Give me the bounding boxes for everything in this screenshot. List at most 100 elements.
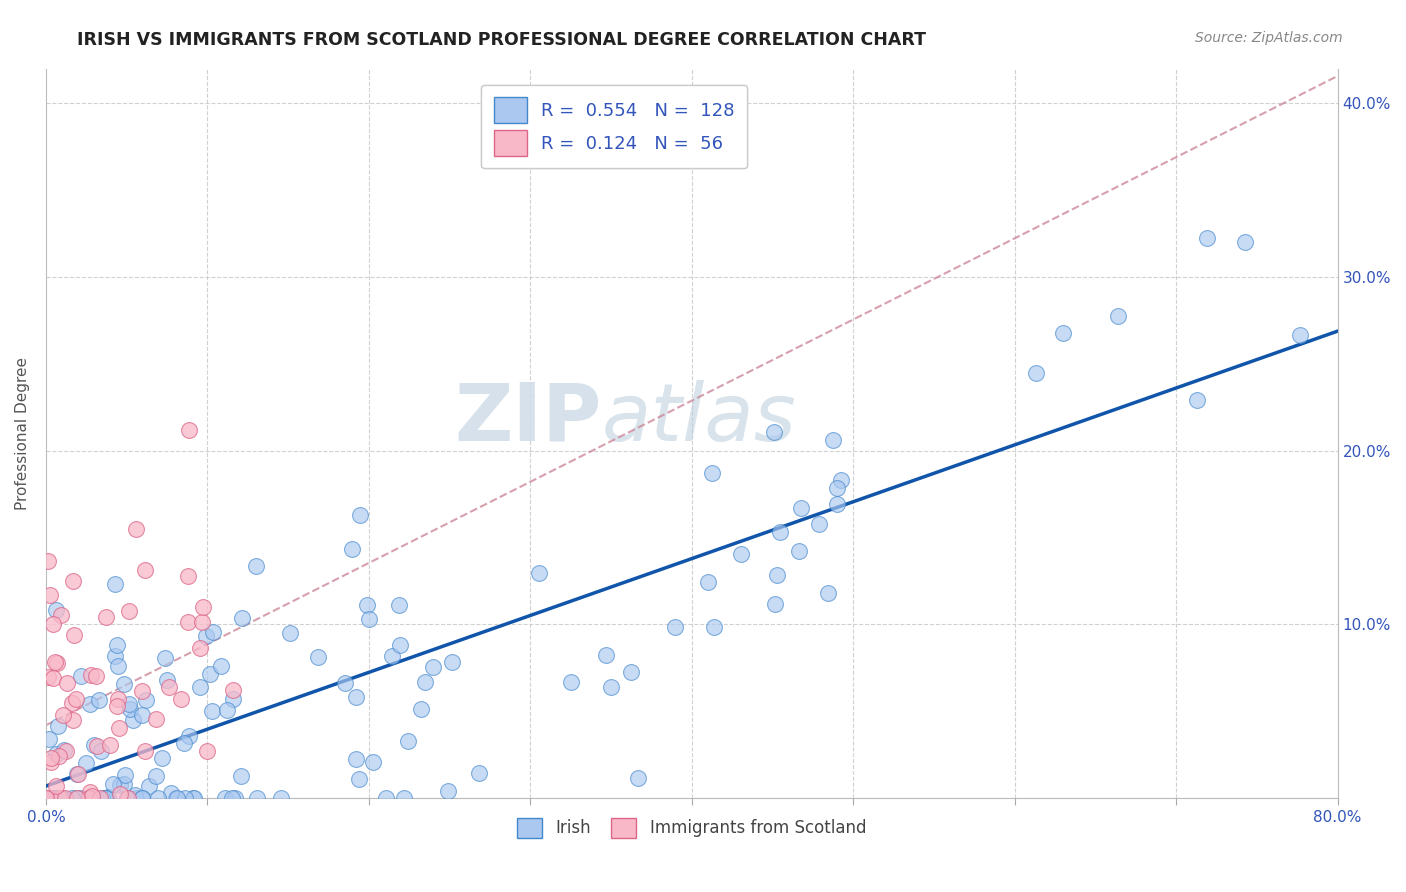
Point [381, 649, 404, 664]
Point [125, 522, 148, 536]
Point [214, 791, 236, 805]
Point [356, 599, 378, 613]
Point [222, 682, 245, 697]
Point [39, 588, 62, 602]
Point [125, 791, 148, 805]
Point [245, 558, 267, 573]
Point [231, 611, 253, 625]
Point [344, 690, 367, 705]
Point [359, 612, 381, 626]
Point [118, 702, 141, 716]
Point [560, 674, 582, 689]
Point [52, 708, 75, 723]
Point [349, 508, 371, 522]
Point [231, 769, 253, 783]
Point [91, 791, 114, 805]
Point [51, 607, 73, 622]
Point [37, 554, 59, 568]
Point [347, 772, 370, 787]
Point [117, 697, 139, 711]
Point [79, 698, 101, 712]
Point [101, 777, 124, 791]
Point [69, 669, 91, 683]
Point [413, 674, 436, 689]
Point [441, 655, 464, 669]
Point [44, 655, 66, 669]
Point [41, 750, 63, 764]
Point [84, 669, 107, 683]
Point [246, 791, 269, 805]
Point [392, 791, 415, 805]
Point [66, 767, 89, 781]
Point [124, 788, 146, 802]
Point [108, 787, 131, 801]
Point [335, 676, 357, 690]
Point [42, 617, 65, 632]
Point [361, 755, 384, 769]
Point [389, 638, 412, 652]
Point [45, 779, 67, 793]
Point [153, 651, 176, 665]
Point [181, 791, 204, 805]
Point [63, 628, 86, 642]
Point [1195, 230, 1218, 244]
Point [787, 544, 810, 558]
Point [37, 670, 59, 684]
Point [157, 680, 180, 694]
Text: Source: ZipAtlas.com: Source: ZipAtlas.com [1195, 31, 1343, 45]
Point [763, 425, 786, 439]
Point [131, 683, 153, 698]
Point [1234, 235, 1257, 249]
Point [422, 660, 444, 674]
Point [173, 791, 195, 805]
Point [702, 466, 724, 480]
Point [825, 481, 848, 495]
Point [201, 704, 224, 718]
Point [468, 765, 491, 780]
Point [215, 703, 238, 717]
Point [35, 791, 58, 805]
Point [56, 675, 79, 690]
Point [44, 791, 66, 805]
Point [48, 749, 70, 764]
Point [766, 567, 789, 582]
Point [195, 744, 218, 758]
Point [66, 791, 89, 805]
Point [135, 692, 157, 706]
Point [89, 791, 111, 805]
Point [45, 657, 67, 671]
Point [105, 699, 128, 714]
Point [166, 791, 188, 805]
Point [76, 791, 98, 805]
Point [65, 791, 87, 805]
Point [165, 791, 187, 805]
Point [202, 624, 225, 639]
Point [221, 791, 243, 805]
Point [222, 691, 245, 706]
Point [42, 671, 65, 685]
Point [340, 542, 363, 557]
Point [763, 597, 786, 611]
Point [437, 784, 460, 798]
Point [134, 562, 156, 576]
Point [344, 751, 367, 765]
Point [38, 731, 60, 746]
Point [146, 791, 169, 805]
Point [80, 789, 103, 804]
Point [69, 791, 91, 805]
Point [94, 791, 117, 805]
Point [80, 667, 103, 681]
Point [96, 610, 118, 624]
Point [388, 599, 411, 613]
Point [1025, 366, 1047, 380]
Point [131, 791, 153, 805]
Point [112, 777, 135, 791]
Point [79, 785, 101, 799]
Point [825, 497, 848, 511]
Point [98, 738, 121, 752]
Point [769, 525, 792, 540]
Point [191, 599, 214, 614]
Point [730, 547, 752, 561]
Point [830, 473, 852, 487]
Point [145, 769, 167, 783]
